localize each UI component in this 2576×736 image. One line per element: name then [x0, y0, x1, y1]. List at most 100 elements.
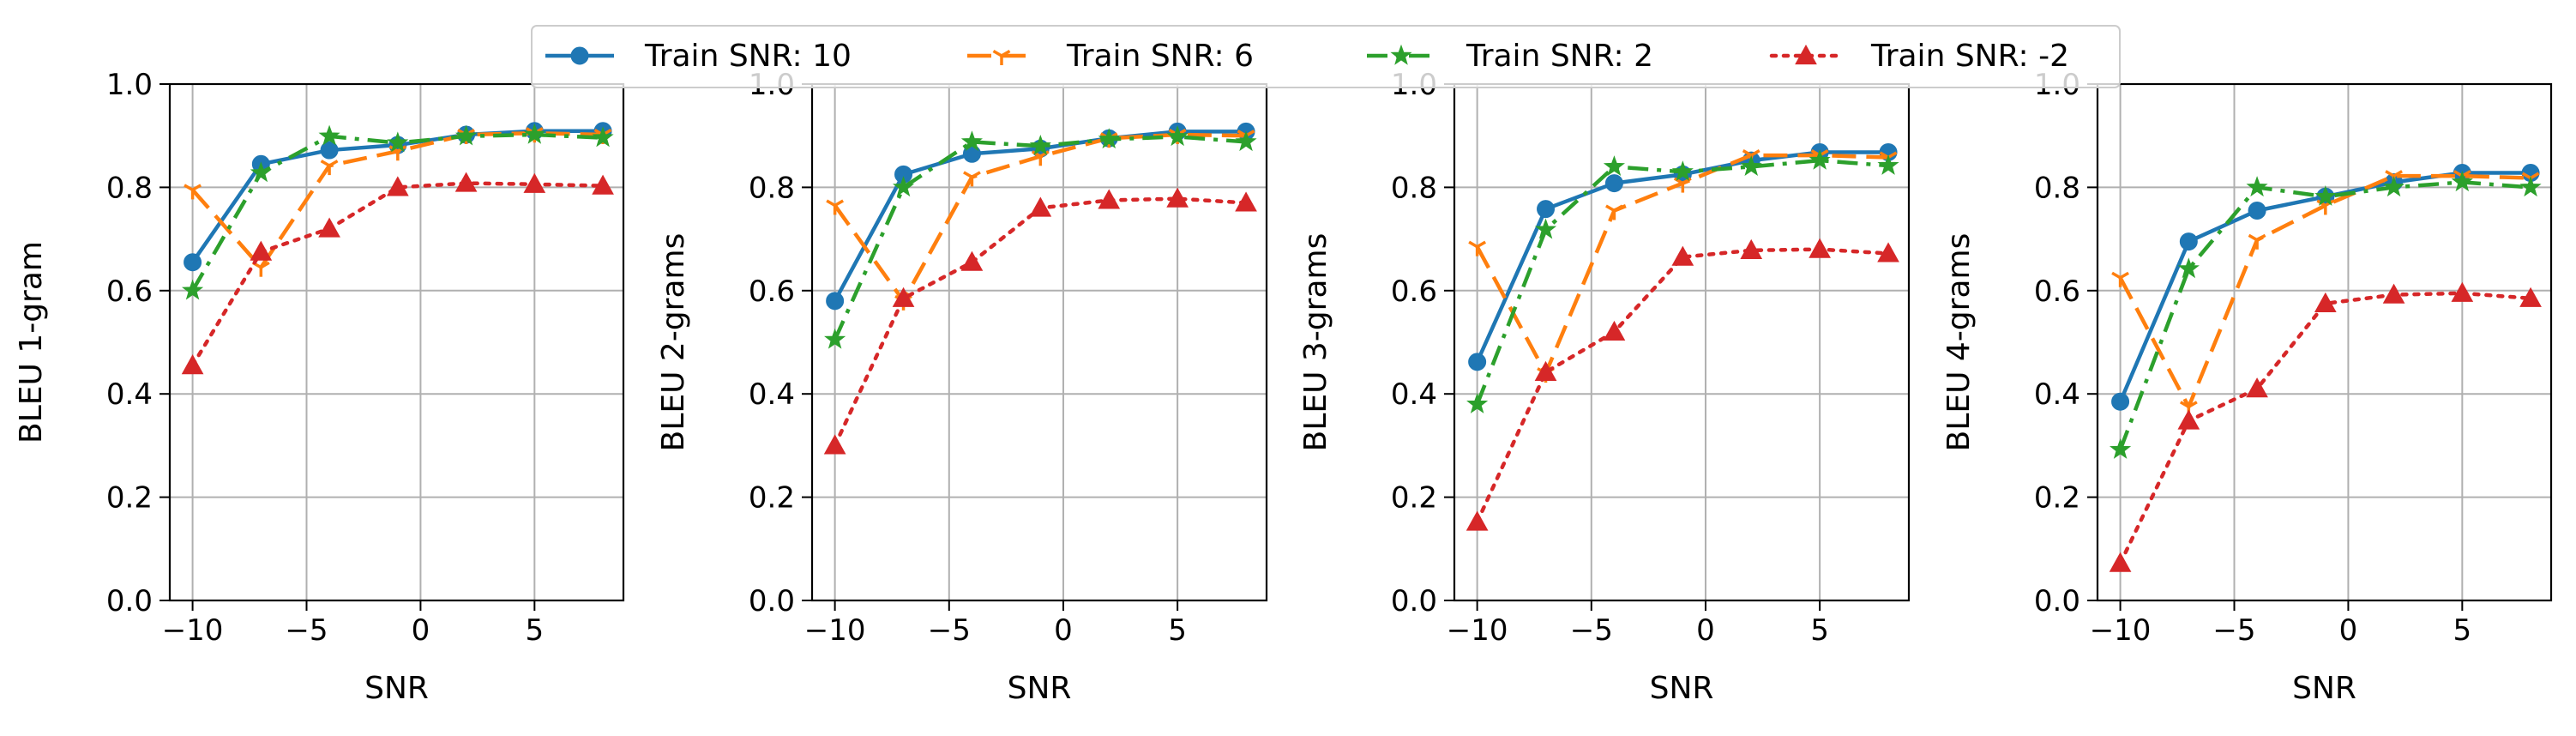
- axes-frame: [2096, 82, 2553, 602]
- data-point: [1468, 240, 1487, 256]
- series-line: [833, 135, 1247, 341]
- data-point: [2111, 271, 2129, 287]
- data-point: [823, 434, 846, 455]
- data-point: [960, 250, 984, 271]
- data-point: [1603, 320, 1626, 341]
- data-point: [1029, 135, 1051, 155]
- x-tick-label: 5: [1168, 613, 1187, 648]
- data-point: [826, 292, 845, 311]
- data-point: [1031, 150, 1050, 166]
- data-point: [892, 287, 915, 307]
- x-tick-label: −5: [285, 613, 328, 648]
- data-point: [1809, 148, 1831, 170]
- x-tick-label: −10: [1447, 613, 1508, 648]
- data-point: [1740, 155, 1762, 177]
- data-point: [1740, 238, 1763, 259]
- x-tick-label: −10: [804, 613, 866, 648]
- data-point: [1468, 353, 1487, 371]
- data-point: [181, 354, 204, 375]
- data-point: [320, 141, 339, 160]
- data-point: [184, 253, 202, 272]
- data-point: [182, 279, 204, 300]
- legend-marker: [570, 46, 589, 65]
- data-point: [1877, 242, 1899, 262]
- y-tick-label: 0.6: [1391, 274, 1437, 309]
- subplot-1: −10 −5 0 5 0.0 0.2 0.4 0.6 0.8 1.0 SNR BLEU 1-gram: [14, 68, 625, 706]
- y-axis-label: BLEU 4-grams: [1941, 233, 1977, 452]
- y-tick-label: 0.4: [1391, 377, 1437, 412]
- series-3: [824, 125, 1257, 349]
- y-axis-label: BLEU 2-grams: [656, 233, 691, 452]
- x-tick-label: 0: [1696, 613, 1715, 648]
- x-tick-label: −5: [2212, 613, 2255, 648]
- series-4: [181, 172, 614, 375]
- series-3: [1466, 148, 1899, 413]
- legend-box: [531, 25, 2121, 88]
- y-tick-label: 0.0: [2034, 584, 2080, 618]
- x-axis-label: SNR: [1650, 671, 1714, 706]
- data-point: [2383, 176, 2405, 197]
- data-point: [1235, 191, 1257, 212]
- x-axis-label: SNR: [2292, 671, 2356, 706]
- data-point: [2177, 409, 2200, 430]
- x-tick-label: −10: [2090, 613, 2152, 648]
- y-tick-label: 0.2: [2034, 481, 2080, 516]
- data-point: [1603, 155, 1625, 177]
- data-point: [1466, 510, 1489, 531]
- legend: Train SNR: 10 Train SNR: 6 Train SNR: 2 Tra…: [531, 25, 2121, 88]
- data-point: [1877, 154, 1899, 175]
- y-tick-label: 0.8: [2034, 171, 2080, 205]
- series-3: [2110, 171, 2542, 459]
- data-point: [2111, 392, 2130, 411]
- series-2: [1468, 149, 1898, 383]
- series-4: [2109, 281, 2542, 572]
- axes-frame: [168, 82, 625, 602]
- series-line: [833, 196, 1249, 448]
- data-point: [826, 199, 845, 215]
- data-point: [1235, 130, 1257, 152]
- data-point: [2109, 552, 2132, 572]
- legend-label: Train SNR: 10: [644, 39, 852, 74]
- data-point: [387, 131, 409, 153]
- legend-marker: [992, 49, 1011, 65]
- data-point: [1534, 360, 1557, 382]
- data-point: [963, 171, 981, 187]
- data-point: [2314, 185, 2337, 206]
- legend-label: Train SNR: -2: [1870, 39, 2069, 74]
- y-tick-label: 0.2: [749, 481, 795, 516]
- y-tick-label: 0.4: [106, 377, 153, 412]
- data-point: [250, 161, 272, 183]
- x-tick-label: −5: [928, 613, 971, 648]
- series-line: [2118, 180, 2531, 451]
- x-tick-label: −5: [1570, 613, 1613, 648]
- data-point: [320, 160, 339, 176]
- x-tick-label: −10: [162, 613, 224, 648]
- data-point: [1466, 393, 1489, 413]
- data-point: [2177, 257, 2200, 279]
- data-point: [2110, 438, 2132, 459]
- data-point: [2248, 201, 2266, 220]
- x-tick-label: 0: [2339, 613, 2358, 648]
- x-axis-label: SNR: [1008, 671, 1072, 706]
- grid: [2098, 83, 2551, 601]
- y-tick-label: 0.0: [749, 584, 795, 618]
- y-tick-label: 0.8: [106, 171, 153, 205]
- legend-label: Train SNR: 2: [1466, 39, 1653, 74]
- legend-entry-1: Train SNR: 10: [545, 39, 852, 74]
- data-point: [2382, 283, 2405, 304]
- data-point: [592, 174, 614, 195]
- data-point: [454, 172, 478, 192]
- x-tick-label: 5: [526, 613, 545, 648]
- legend-marker: [1795, 44, 1817, 65]
- y-tick-label: 1.0: [106, 68, 153, 102]
- legend-entry-2: Train SNR: 6: [967, 39, 1254, 74]
- data-point: [592, 126, 614, 148]
- x-tick-label: 5: [2453, 613, 2472, 648]
- series-2: [826, 128, 1255, 311]
- y-tick-label: 0.0: [1391, 584, 1437, 618]
- data-point: [250, 240, 273, 261]
- data-point: [1673, 177, 1692, 193]
- data-point: [318, 124, 340, 146]
